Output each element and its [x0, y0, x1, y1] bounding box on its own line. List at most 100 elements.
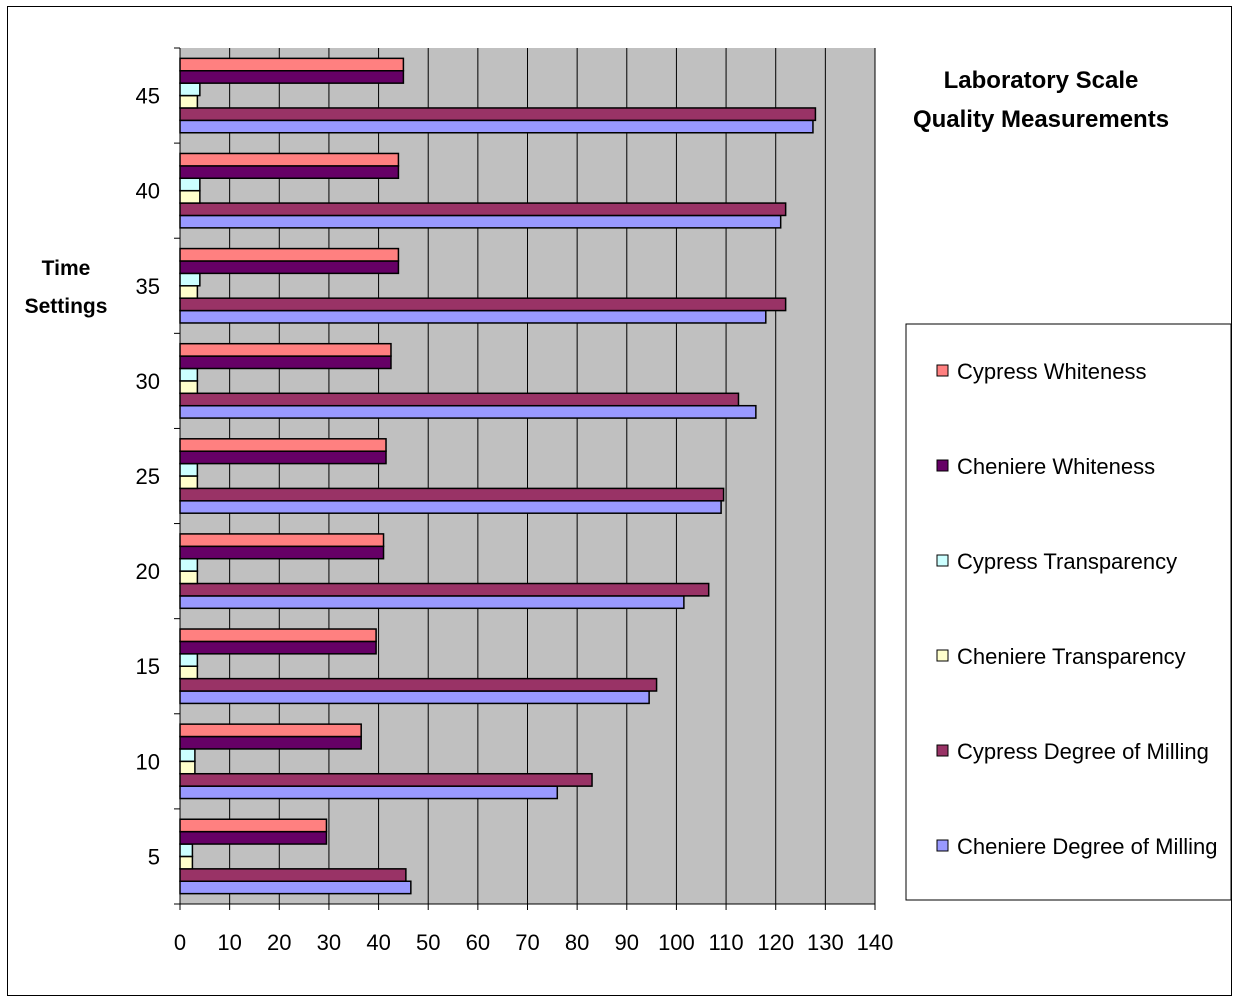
- legend-box: [905, 323, 1232, 901]
- y-tick-label-35: 35: [136, 274, 160, 299]
- x-tick-label-60: 60: [466, 930, 490, 955]
- bar-40-cypress-transparency: [179, 177, 201, 192]
- bar-5-cypress-transparency: [179, 843, 194, 858]
- y-tick-label-20: 20: [136, 559, 160, 584]
- bar-45-cypress-whiteness: [179, 57, 405, 72]
- legend-label-cheniere-degree-of-milling: Cheniere Degree of Milling: [957, 834, 1217, 859]
- legend-swatch-cypress-whiteness: [936, 364, 949, 377]
- bar-10-cheniere-whiteness: [179, 735, 362, 750]
- legend-label-cheniere-transparency: Cheniere Transparency: [957, 644, 1186, 669]
- gridlines: [229, 48, 876, 904]
- bar-20-cypress-degree-of-milling: [179, 582, 710, 597]
- bar-15-cheniere-whiteness: [179, 640, 377, 655]
- bar-30-cheniere-whiteness: [179, 355, 392, 370]
- bar-45-cheniere-degree-of-milling: [179, 119, 814, 134]
- y-tick-label-5: 5: [148, 844, 160, 869]
- bar-20-cheniere-whiteness: [179, 545, 385, 560]
- bar-35-cypress-degree-of-milling: [179, 297, 787, 312]
- x-tick-label-100: 100: [658, 930, 695, 955]
- bar-15-cheniere-degree-of-milling: [179, 690, 650, 705]
- y-tick-label-40: 40: [136, 179, 160, 204]
- bar-15-cheniere-transparency: [179, 665, 199, 680]
- legend-swatch-cheniere-degree-of-milling: [936, 839, 949, 852]
- bar-25-cheniere-degree-of-milling: [179, 500, 722, 514]
- y-axis-ticks: 5 10 15 20 25 30 35 40 45: [136, 47, 180, 905]
- bar-20-cypress-whiteness: [179, 533, 385, 548]
- x-tick-label-120: 120: [757, 930, 794, 955]
- legend: Cypress Whiteness Cheniere Whiteness Cypre…: [936, 359, 1217, 859]
- x-tick-label-30: 30: [317, 930, 341, 955]
- legend-label-cypress-degree-of-milling: Cypress Degree of Milling: [957, 739, 1209, 764]
- bar-40-cheniere-transparency: [179, 189, 201, 204]
- y-tick-label-10: 10: [136, 749, 160, 774]
- legend-swatch-cypress-transparency: [936, 554, 949, 567]
- bar-10-cypress-degree-of-milling: [179, 772, 593, 787]
- bar-5-cypress-degree-of-milling: [179, 868, 407, 882]
- bar-35-cheniere-transparency: [179, 285, 199, 299]
- bar-15-cypress-whiteness: [179, 628, 377, 643]
- bar-15-cypress-degree-of-milling: [179, 677, 658, 692]
- chart-title-line-2: Quality Measurements: [913, 106, 1169, 133]
- bar-25-cypress-transparency: [179, 462, 199, 477]
- bar-10-cheniere-transparency: [179, 760, 196, 775]
- bar-45-cheniere-whiteness: [179, 70, 405, 84]
- bar-25-cypress-whiteness: [179, 438, 387, 452]
- bar-30-cheniere-degree-of-milling: [179, 404, 757, 419]
- y-axis-label-line-1: Time: [42, 257, 91, 280]
- bar-10-cypress-whiteness: [179, 723, 362, 738]
- bar-20-cypress-transparency: [179, 557, 199, 572]
- bar-40-cheniere-whiteness: [179, 165, 400, 180]
- bar-45-cheniere-transparency: [179, 94, 199, 109]
- y-tick-label-45: 45: [136, 84, 160, 109]
- bar-10-cypress-transparency: [179, 748, 196, 763]
- bar-30-cheniere-transparency: [179, 380, 199, 395]
- y-tick-label-15: 15: [136, 654, 160, 679]
- bar-40-cheniere-degree-of-milling: [179, 214, 782, 229]
- x-tick-label-90: 90: [615, 930, 639, 955]
- bar-35-cypress-transparency: [179, 272, 201, 287]
- x-tick-label-0: 0: [174, 930, 186, 955]
- x-tick-label-110: 110: [709, 930, 744, 955]
- bars: [179, 57, 817, 895]
- x-axis-ticks: 0 10 20 30 40 50 60 70 80 90 100 110 120 130 140: [174, 904, 893, 955]
- bar-30-cypress-transparency: [179, 367, 199, 382]
- bar-5-cheniere-transparency: [179, 855, 194, 870]
- bar-25-cheniere-transparency: [179, 475, 199, 490]
- bar-10-cheniere-degree-of-milling: [179, 785, 559, 800]
- bar-5-cypress-whiteness: [179, 818, 328, 833]
- y-axis-label-line-2: Settings: [25, 295, 108, 318]
- bar-35-cheniere-whiteness: [179, 260, 400, 275]
- bar-20-cheniere-transparency: [179, 570, 199, 585]
- x-tick-label-50: 50: [416, 930, 440, 955]
- bar-35-cheniere-degree-of-milling: [179, 309, 767, 324]
- legend-swatch-cheniere-whiteness: [936, 459, 949, 472]
- x-tick-label-140: 140: [857, 930, 894, 955]
- legend-swatch-cypress-degree-of-milling: [936, 744, 949, 757]
- bar-25-cypress-degree-of-milling: [179, 487, 725, 502]
- bar-35-cypress-whiteness: [179, 247, 400, 262]
- bar-30-cypress-degree-of-milling: [179, 392, 740, 407]
- y-tick-label-30: 30: [136, 369, 160, 394]
- x-tick-label-130: 130: [807, 930, 844, 955]
- legend-swatch-cheniere-transparency: [936, 649, 949, 662]
- bar-25-cheniere-whiteness: [179, 450, 387, 465]
- bar-20-cheniere-degree-of-milling: [179, 595, 685, 610]
- x-tick-label-70: 70: [515, 930, 539, 955]
- legend-label-cypress-transparency: Cypress Transparency: [957, 549, 1177, 574]
- bar-45-cypress-degree-of-milling: [179, 107, 817, 122]
- x-tick-label-40: 40: [366, 930, 390, 955]
- x-tick-label-20: 20: [267, 930, 291, 955]
- bar-5-cheniere-whiteness: [179, 830, 328, 845]
- y-tick-label-25: 25: [136, 464, 160, 489]
- bar-15-cypress-transparency: [179, 653, 199, 667]
- bar-5-cheniere-degree-of-milling: [179, 880, 412, 895]
- bar-45-cypress-transparency: [179, 82, 201, 97]
- legend-label-cypress-whiteness: Cypress Whiteness: [957, 359, 1147, 384]
- chart-title-line-1: Laboratory Scale: [944, 67, 1139, 94]
- x-tick-label-80: 80: [565, 930, 589, 955]
- bar-40-cypress-degree-of-milling: [179, 202, 787, 217]
- bar-30-cypress-whiteness: [179, 342, 392, 357]
- x-tick-label-10: 10: [217, 930, 241, 955]
- legend-label-cheniere-whiteness: Cheniere Whiteness: [957, 454, 1155, 479]
